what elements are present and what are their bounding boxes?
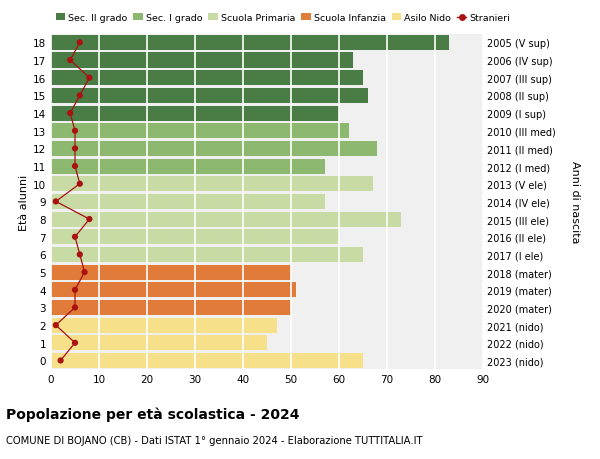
Point	[70, 163, 80, 170]
Point	[51, 198, 61, 206]
Bar	[51, 159, 325, 174]
Text: Popolazione per età scolastica - 2024: Popolazione per età scolastica - 2024	[6, 406, 299, 421]
Point	[85, 216, 94, 223]
Bar	[51, 283, 296, 297]
Bar	[51, 265, 291, 280]
Point	[75, 39, 85, 47]
Bar	[51, 353, 363, 368]
Bar	[51, 212, 401, 227]
Point	[85, 75, 94, 82]
Point	[70, 304, 80, 312]
Bar	[51, 247, 363, 263]
Point	[56, 357, 65, 364]
Point	[70, 234, 80, 241]
Bar	[51, 177, 373, 192]
Y-axis label: Anni di nascita: Anni di nascita	[570, 161, 580, 243]
Bar	[51, 195, 325, 209]
Bar	[51, 89, 368, 104]
Point	[75, 92, 85, 100]
Point	[75, 251, 85, 258]
Point	[65, 110, 75, 118]
Point	[70, 128, 80, 135]
Bar	[51, 141, 377, 157]
Point	[70, 146, 80, 153]
Bar	[51, 230, 339, 245]
Bar	[51, 318, 277, 333]
Text: COMUNE DI BOJANO (CB) - Dati ISTAT 1° gennaio 2024 - Elaborazione TUTTITALIA.IT: COMUNE DI BOJANO (CB) - Dati ISTAT 1° ge…	[6, 435, 422, 445]
Bar	[51, 336, 267, 351]
Bar	[51, 124, 349, 139]
Bar	[51, 53, 353, 68]
Bar	[51, 106, 339, 121]
Point	[75, 181, 85, 188]
Y-axis label: Età alunni: Età alunni	[19, 174, 29, 230]
Bar	[51, 71, 363, 86]
Point	[70, 339, 80, 347]
Legend: Sec. II grado, Sec. I grado, Scuola Primaria, Scuola Infanzia, Asilo Nido, Stran: Sec. II grado, Sec. I grado, Scuola Prim…	[56, 14, 511, 23]
Point	[80, 269, 89, 276]
Bar	[51, 36, 449, 51]
Bar	[51, 300, 291, 315]
Point	[70, 286, 80, 294]
Point	[51, 322, 61, 329]
Point	[65, 57, 75, 65]
